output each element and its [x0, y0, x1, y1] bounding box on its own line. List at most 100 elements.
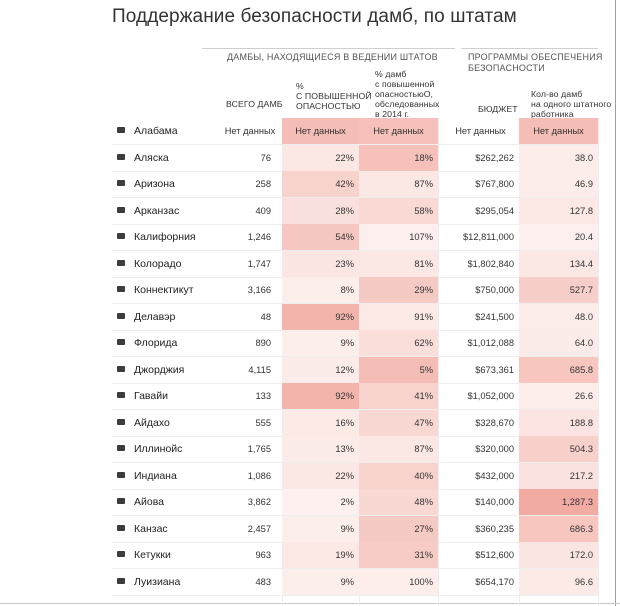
header-pct-high-hazard: % С ПОВЫШЕННОЙ ОПАСНОСТЬЮ	[296, 81, 372, 111]
pct-inspected-cell: 27%	[359, 515, 438, 542]
budget-cell: $750,000	[475, 285, 514, 295]
dams-per-employee-cell: 96.6	[519, 568, 598, 595]
louisiana-icon	[117, 577, 125, 584]
pct-high-hazard-cell: 28%	[282, 197, 359, 224]
frame-right-border	[615, 0, 616, 606]
header-budget: БЮДЖЕТ	[478, 104, 518, 114]
pct-inspected-cell: 48%	[359, 489, 438, 515]
total-dams-cell: 258	[255, 179, 271, 189]
group-header-state-managed: ДАМБЫ, НАХОДЯЩИЕСЯ В ВЕДЕНИИ ШТАТОВ	[227, 52, 438, 62]
state-name: Канзас	[134, 522, 168, 535]
budget-cell: $1,052,000	[467, 391, 514, 401]
column-divider	[438, 118, 439, 606]
alabama-icon	[117, 127, 125, 133]
state-name: Арканзас	[134, 204, 180, 217]
pct-inspected-cell: 58%	[359, 197, 438, 224]
pct-high-hazard-cell: 16%	[282, 409, 359, 436]
pct-high-hazard-cell: Нет данных	[282, 118, 359, 144]
pct-high-hazard-cell: 9%	[282, 330, 359, 356]
budget-cell: $654,170	[475, 576, 514, 587]
total-dams-cell: 890	[255, 338, 271, 348]
page-title: Поддержание безопасности дамб, по штатам	[112, 6, 517, 27]
pct-high-hazard-cell: 19%	[282, 542, 359, 568]
pct-high-hazard-cell: 2%	[282, 489, 359, 515]
dams-per-employee-cell: 127.8	[519, 197, 598, 224]
dams-per-employee-cell: 26.6	[519, 383, 598, 409]
total-dams-cell: Нет данных	[224, 126, 276, 136]
total-dams-cell: 3,166	[247, 285, 271, 295]
hawaii-icon	[117, 392, 125, 398]
budget-cell: $767,800	[475, 179, 514, 189]
total-dams-cell: 48	[260, 311, 271, 322]
pct-high-hazard-cell: 12%	[282, 356, 359, 383]
pct-inspected-cell: 29%	[359, 277, 438, 303]
pct-high-hazard-cell: 8%	[282, 277, 359, 303]
state-name: Флорида	[134, 337, 178, 349]
budget-cell: $328,670	[475, 417, 514, 428]
pct-high-hazard-cell: 92%	[282, 383, 359, 409]
table-row: Калифорния 1,246 54% 107% $12,811,000 20.4	[112, 224, 598, 251]
pct-inspected-cell: 18%	[359, 144, 438, 171]
total-dams-cell: 409	[255, 205, 271, 216]
table-row: Коннектикут 3,166 8% 29% $750,000 527.7	[112, 277, 598, 304]
pct-high-hazard-cell: 23%	[282, 250, 359, 277]
budget-cell: $140,000	[475, 497, 514, 507]
table-row: Гавайи 133 92% 41% $1,052,000 26.6	[112, 383, 598, 410]
budget-cell: $12,811,000	[462, 232, 514, 242]
pct-inspected-cell: Нет данных	[359, 118, 438, 144]
state-name: Аляска	[134, 151, 169, 164]
alaska-icon	[117, 153, 125, 160]
column-divider	[598, 118, 599, 606]
state-name: Айова	[134, 496, 165, 508]
dams-per-employee-cell: 172.0	[519, 542, 598, 568]
table-row: Колорадо 1,747 23% 81% $1,802,840 134.4	[112, 250, 598, 278]
total-dams-cell: 483	[255, 576, 271, 587]
state-name: Иллинойс	[134, 443, 183, 455]
pct-inspected-cell: 100%	[359, 568, 438, 595]
state-name: Коннектикут	[134, 284, 194, 296]
state-name: Алабама	[134, 125, 178, 137]
dams-per-employee-cell: 1,287.3	[519, 489, 598, 515]
table-row: Джорджия 4,115 12% 5% $673,361 685.8	[112, 356, 598, 384]
budget-cell: $1,012,088	[467, 338, 514, 348]
pct-inspected-cell: 81%	[359, 250, 438, 277]
state-name: Аризона	[134, 178, 175, 190]
group-header-safety-programs: ПРОГРАММЫ ОБЕСПЕЧЕНИЯ БЕЗОПАСНОСТИ	[468, 52, 603, 73]
idaho-icon	[117, 418, 125, 425]
header-dams-per-employee: Кол-во дамб на одного штатного работника	[531, 89, 612, 119]
total-dams-cell: 1,246	[247, 232, 271, 242]
table-row: Индиана 1,086 22% 40% $432,000 217.2	[112, 462, 598, 490]
budget-cell: Нет данных	[455, 126, 506, 136]
budget-cell: $1,802,840	[467, 258, 514, 269]
pct-high-hazard-cell: 54%	[282, 224, 359, 250]
pct-high-hazard-cell: 9%	[282, 568, 359, 595]
georgia-icon	[117, 365, 125, 372]
pct-high-hazard-cell: 13%	[282, 436, 359, 462]
pct-inspected-cell: 62%	[359, 330, 438, 356]
dams-per-employee-cell: 38.0	[519, 144, 598, 171]
california-icon	[117, 233, 125, 239]
table-row: Айова 3,862 2% 48% $140,000 1,287.3	[112, 489, 598, 516]
total-dams-cell: 963	[255, 550, 271, 560]
pct-inspected-cell: 5%	[359, 356, 438, 383]
pct-high-hazard-cell: 42%	[282, 171, 359, 197]
indiana-icon	[117, 471, 125, 478]
state-name: Колорадо	[134, 257, 182, 270]
total-dams-cell: 76	[260, 152, 271, 163]
pct-high-hazard-cell: 22%	[282, 462, 359, 489]
dams-per-employee-cell: 217.2	[519, 462, 598, 489]
header-pct-inspected: % дамб с повышенной опасностьюO, обследо…	[375, 69, 440, 119]
pct-inspected-cell: 87%	[359, 171, 438, 197]
frame-bottom-border	[0, 603, 620, 604]
table-row: Аризона 258 42% 87% $767,800 46.9	[112, 171, 598, 198]
pct-high-hazard-cell: 92%	[282, 303, 359, 330]
pct-inspected-cell: 47%	[359, 409, 438, 436]
state-name: Гавайи	[134, 390, 168, 402]
pct-inspected-cell: 87%	[359, 436, 438, 462]
table-row: Кетукки 963 19% 31% $512,600 172.0	[112, 542, 598, 569]
state-name: Индиана	[134, 469, 177, 482]
state-name: Делавэр	[134, 310, 176, 323]
table-row: Алабама Нет данных Нет данных Нет данных Нет…	[112, 118, 598, 145]
budget-cell: $673,361	[475, 364, 514, 375]
state-name: Луизиана	[134, 575, 181, 588]
